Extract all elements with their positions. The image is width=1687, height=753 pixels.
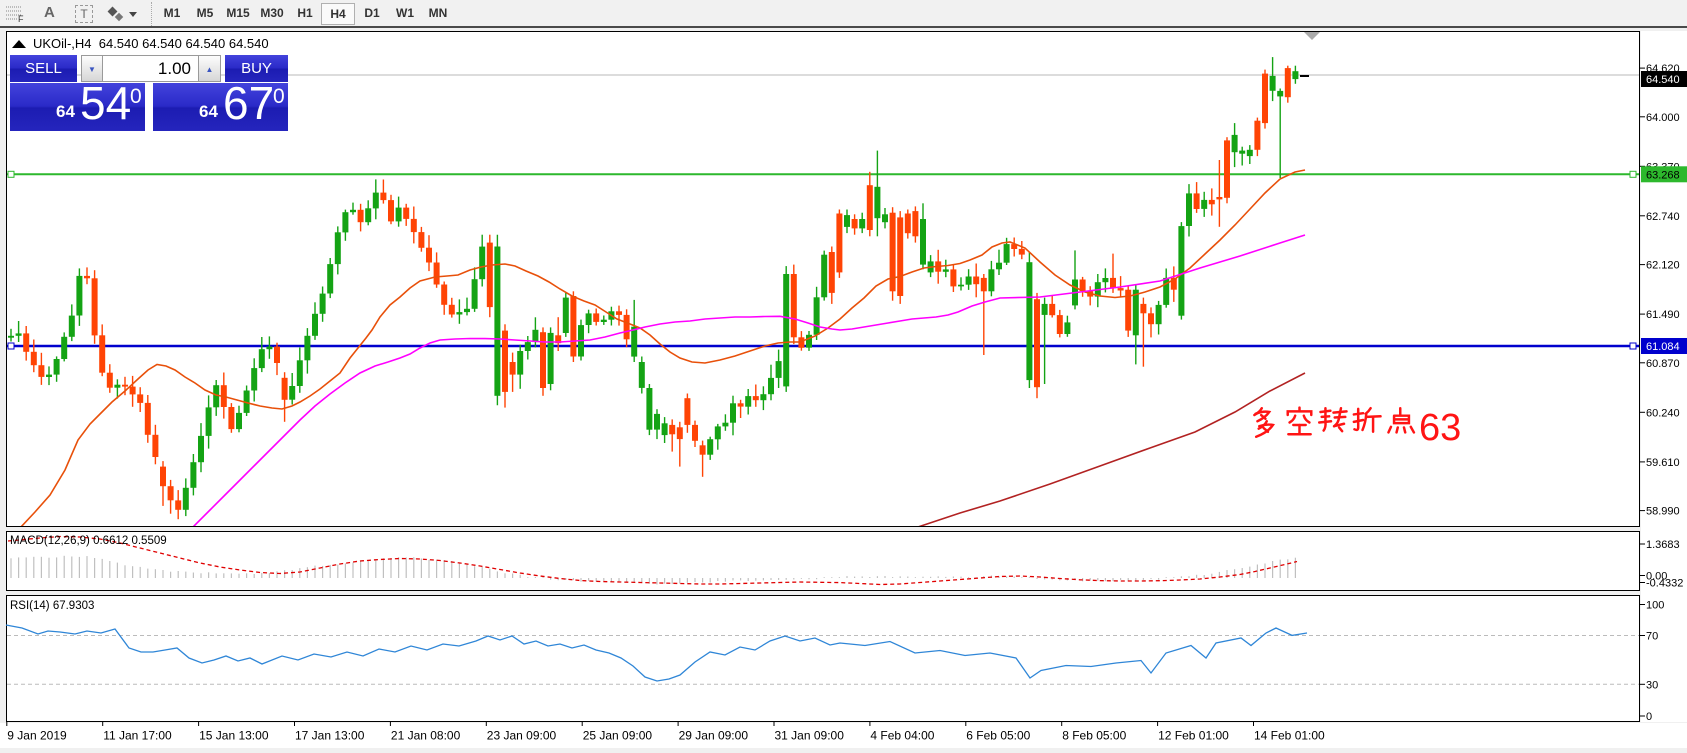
svg-text:11 Jan 17:00: 11 Jan 17:00 [103,729,172,743]
svg-text:21 Jan 08:00: 21 Jan 08:00 [391,729,461,743]
svg-text:12 Feb 01:00: 12 Feb 01:00 [1158,729,1229,743]
svg-text:1.3683: 1.3683 [1646,539,1680,551]
svg-text:63.268: 63.268 [1646,169,1680,181]
svg-text:15 Jan 13:00: 15 Jan 13:00 [199,729,269,743]
svg-text:0.00: 0.00 [1646,571,1667,583]
svg-text:0: 0 [1646,711,1652,723]
svg-text:58.990: 58.990 [1646,506,1680,518]
svg-text:62.120: 62.120 [1646,260,1680,272]
svg-text:31 Jan 09:00: 31 Jan 09:00 [775,729,845,743]
svg-text:64.000: 64.000 [1646,112,1680,124]
svg-text:61.490: 61.490 [1646,309,1680,321]
svg-text:6 Feb 05:00: 6 Feb 05:00 [966,729,1030,743]
svg-text:100: 100 [1646,600,1664,612]
svg-text:RSI(14) 67.9303: RSI(14) 67.9303 [10,600,94,612]
svg-text:64.540: 64.540 [1646,74,1680,86]
svg-text:9 Jan 2019: 9 Jan 2019 [7,729,67,743]
svg-text:17 Jan 13:00: 17 Jan 13:00 [295,729,365,743]
svg-text:63: 63 [1419,407,1461,449]
svg-text:23 Jan 09:00: 23 Jan 09:00 [487,729,557,743]
svg-text:59.610: 59.610 [1646,457,1680,469]
svg-text:70: 70 [1646,631,1658,643]
svg-text:60.870: 60.870 [1646,358,1680,370]
svg-text:F: F [18,14,24,24]
svg-text:MACD(12,26,9) 0.6612 0.5509: MACD(12,26,9) 0.6612 0.5509 [10,535,167,547]
svg-text:14 Feb 01:00: 14 Feb 01:00 [1254,729,1325,743]
svg-text:30: 30 [1646,679,1658,691]
svg-text:61.084: 61.084 [1646,341,1680,353]
svg-text:25 Jan 09:00: 25 Jan 09:00 [583,729,653,743]
svg-text:8 Feb 05:00: 8 Feb 05:00 [1062,729,1126,743]
svg-text:62.740: 62.740 [1646,211,1680,223]
svg-text:60.240: 60.240 [1646,407,1680,419]
svg-text:-0.4332: -0.4332 [1646,578,1683,590]
svg-text:4 Feb 04:00: 4 Feb 04:00 [870,729,934,743]
svg-text:29 Jan 09:00: 29 Jan 09:00 [679,729,749,743]
